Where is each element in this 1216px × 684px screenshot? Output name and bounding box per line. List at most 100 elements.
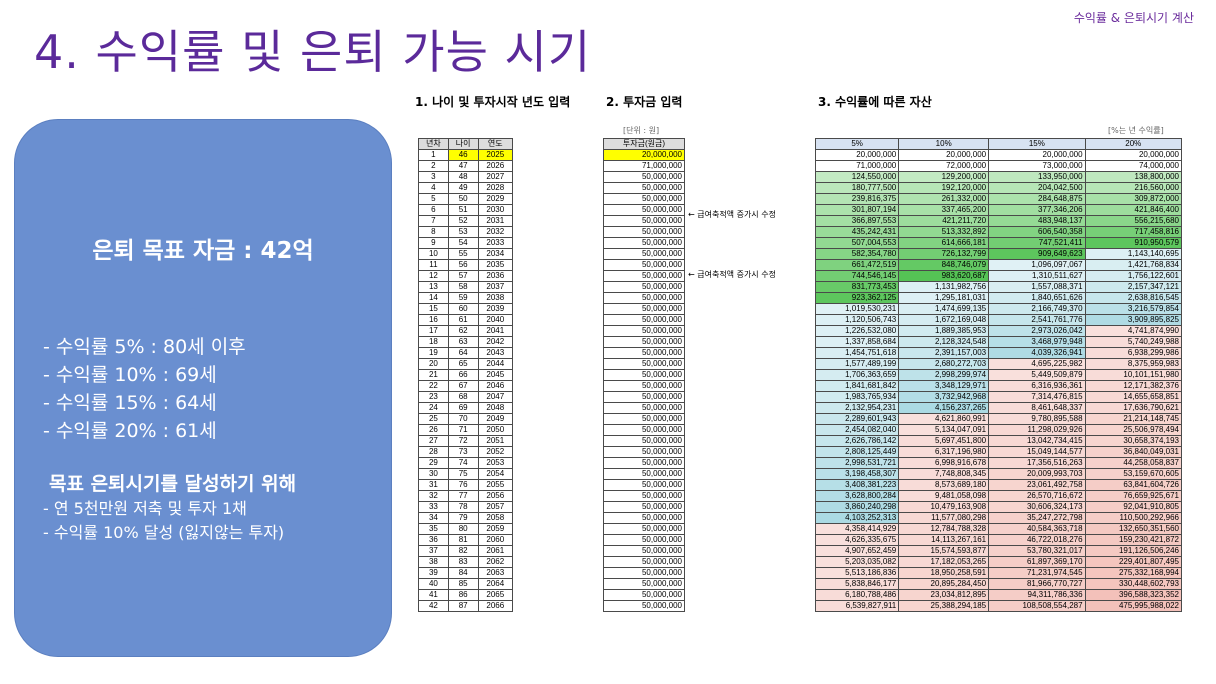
- table-row: 50,000,000: [603, 358, 685, 370]
- year-count-cell: 11: [418, 259, 449, 271]
- principal-cell: 50,000,000: [603, 259, 685, 271]
- year-cell: 2025: [477, 149, 514, 161]
- table-row: 50,000,000: [603, 435, 685, 447]
- year-count-cell: 37: [418, 545, 449, 557]
- year-count-cell: 5: [418, 193, 449, 205]
- table-row: 28 73 2052: [418, 446, 514, 458]
- asset-cell: 6,317,196,980: [898, 446, 990, 458]
- table-row: 1,577,489,199 2,680,272,703 4,695,225,982 8…: [814, 358, 1183, 370]
- asset-cell: 204,042,500: [988, 182, 1086, 194]
- asset-cell: 475,995,988,022: [1084, 600, 1183, 612]
- table-row: 2,998,531,721 6,998,916,678 17,356,516,263…: [814, 457, 1183, 469]
- table-row: 35 80 2059: [418, 523, 514, 535]
- asset-cell: 2,808,125,449: [814, 446, 900, 458]
- principal-cell: 50,000,000: [603, 545, 685, 557]
- table-row: 124,550,000 129,200,000 133,950,000 138,800…: [814, 171, 1183, 183]
- age-cell: 70: [447, 413, 479, 425]
- asset-cell: 747,521,411: [988, 237, 1086, 249]
- asset-cell: 2,638,816,545: [1084, 292, 1183, 304]
- asset-cell: 275,332,168,994: [1084, 567, 1183, 579]
- table-row: 13 58 2037: [418, 281, 514, 293]
- principal-cell: 50,000,000: [603, 589, 685, 601]
- asset-cell: 6,180,788,486: [814, 589, 900, 601]
- table-row: 29 74 2053: [418, 457, 514, 469]
- year-count-cell: 1: [418, 149, 449, 161]
- table-row: 50,000,000: [603, 248, 685, 260]
- table-row: 1,226,532,080 1,889,385,953 2,973,026,042 4…: [814, 325, 1183, 337]
- asset-cell: 2,973,026,042: [988, 325, 1086, 337]
- section-3-heading: 3. 수익률에 따른 자산: [818, 95, 932, 109]
- asset-cell: 1,143,140,695: [1084, 248, 1183, 260]
- table-row: 50,000,000: [603, 556, 685, 568]
- asset-cell: 923,362,125: [814, 292, 900, 304]
- asset-cell: 81,966,770,727: [988, 578, 1086, 590]
- age-cell: 62: [447, 325, 479, 337]
- asset-cell: 396,588,323,352: [1084, 589, 1183, 601]
- asset-cell: 11,298,029,926: [988, 424, 1086, 436]
- asset-cell: 53,780,321,017: [988, 545, 1086, 557]
- asset-cell: 848,746,079: [898, 259, 990, 271]
- year-count-cell: 41: [418, 589, 449, 601]
- year-count-cell: 23: [418, 391, 449, 403]
- principal-cell: 50,000,000: [603, 182, 685, 194]
- achieve-item: - 연 5천만원 저축 및 투자 1채: [43, 499, 247, 518]
- achieve-list: - 연 5천만원 저축 및 투자 1채 - 수익률 10% 달성 (잃지않는 투…: [43, 497, 284, 545]
- principal-cell: 71,000,000: [603, 160, 685, 172]
- age-cell: 63: [447, 336, 479, 348]
- asset-cell: 23,034,812,895: [898, 589, 990, 601]
- table-row: 50,000,000: [603, 424, 685, 436]
- age-cell: 53: [447, 226, 479, 238]
- age-cell: 51: [447, 204, 479, 216]
- table-row: 38 83 2062: [418, 556, 514, 568]
- table-row: 50,000,000: [603, 182, 685, 194]
- asset-cell: 132,650,351,560: [1084, 523, 1183, 535]
- table-row: 435,242,431 513,332,892 606,540,358 717,458…: [814, 226, 1183, 238]
- principal-cell: 50,000,000: [603, 435, 685, 447]
- asset-cell: 5,838,846,177: [814, 578, 900, 590]
- table-row: 582,354,780 726,132,799 909,649,623 1,143,1…: [814, 248, 1183, 260]
- table-row: 50,000,000: [603, 171, 685, 183]
- asset-cell: 7,748,808,345: [898, 468, 990, 480]
- age-cell: 54: [447, 237, 479, 249]
- year-count-cell: 22: [418, 380, 449, 392]
- year-cell: 2041: [477, 325, 514, 337]
- corner-label: 수익률 & 은퇴시기 계산: [1073, 11, 1194, 25]
- year-cell: 2033: [477, 237, 514, 249]
- asset-cell: 3,860,240,298: [814, 501, 900, 513]
- asset-cell: 3,348,129,971: [898, 380, 990, 392]
- col-header-year-count: 년차: [418, 138, 449, 150]
- asset-cell: 261,332,000: [898, 193, 990, 205]
- rate-unit-label: [%는 년 수익률]: [1108, 126, 1164, 135]
- asset-cell: 46,722,018,276: [988, 534, 1086, 546]
- table-row: 71,000,000: [603, 160, 685, 172]
- table-row: 50,000,000: [603, 446, 685, 458]
- achieve-item: - 수익률 10% 달성 (잃지않는 투자): [43, 523, 285, 542]
- asset-cell: 74,000,000: [1084, 160, 1183, 172]
- table-row: 1 46 2025: [418, 149, 514, 161]
- principal-cell: 50,000,000: [603, 325, 685, 337]
- year-count-cell: 19: [418, 347, 449, 359]
- table-row: 1,454,751,618 2,391,157,003 4,039,326,941 6…: [814, 347, 1183, 359]
- table-row: 50,000,000: [603, 457, 685, 469]
- table-row: 16 61 2040: [418, 314, 514, 326]
- principal-cell: 50,000,000: [603, 578, 685, 590]
- table-row: 50,000,000: [603, 567, 685, 579]
- asset-cell: 3,628,800,284: [814, 490, 900, 502]
- year-count-cell: 3: [418, 171, 449, 183]
- table-row: 50,000,000: [603, 292, 685, 304]
- asset-cell: 366,897,553: [814, 215, 900, 227]
- year-cell: 2064: [477, 578, 514, 590]
- principal-cell: 50,000,000: [603, 237, 685, 249]
- asset-cell: 5,203,035,082: [814, 556, 900, 568]
- year-count-cell: 34: [418, 512, 449, 524]
- table-row: 50,000,000: [603, 193, 685, 205]
- table-row: 37 82 2061: [418, 545, 514, 557]
- year-cell: 2048: [477, 402, 514, 414]
- year-count-cell: 40: [418, 578, 449, 590]
- age-cell: 75: [447, 468, 479, 480]
- table-row: 20,000,000 20,000,000 20,000,000 20,000,000: [814, 149, 1183, 161]
- table-row: 3 48 2027: [418, 171, 514, 183]
- asset-cell: 13,042,734,415: [988, 435, 1086, 447]
- asset-cell: 4,358,414,929: [814, 523, 900, 535]
- table-row: 50,000,000: [603, 215, 685, 227]
